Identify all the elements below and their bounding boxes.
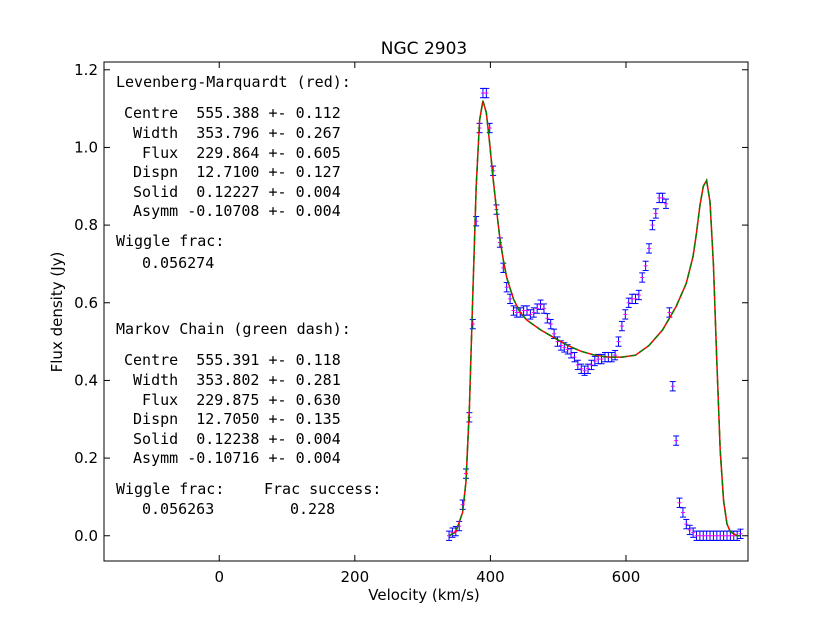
lm-param-row: Flux 229.864 +- 0.605 bbox=[124, 144, 341, 162]
lm-param-row: Width 353.796 +- 0.267 bbox=[124, 124, 341, 142]
y-tick-label: 0.6 bbox=[74, 294, 98, 312]
mc-param-row: Asymm -0.10716 +- 0.004 bbox=[124, 449, 341, 467]
lm-param-row: Centre 555.388 +- 0.112 bbox=[124, 104, 341, 122]
y-tick-label: 0.0 bbox=[74, 527, 98, 545]
lm-param-row: Solid 0.12227 +- 0.004 bbox=[124, 183, 341, 201]
mc-param-row: Flux 229.875 +- 0.630 bbox=[124, 391, 341, 409]
series-line-mc bbox=[448, 100, 741, 537]
x-tick-label: 400 bbox=[476, 568, 505, 586]
lm-header: Levenberg-Marquardt (red): bbox=[116, 73, 351, 91]
lm-wiggle-label: Wiggle frac: bbox=[116, 232, 224, 250]
y-axis-label: Flux density (Jy) bbox=[48, 252, 66, 373]
mc-param-row: Centre 555.391 +- 0.118 bbox=[124, 351, 341, 369]
lm-param-row: Dispn 12.7100 +- 0.127 bbox=[124, 163, 341, 181]
plot-frame bbox=[103, 61, 749, 562]
y-tick-label: 0.4 bbox=[74, 371, 98, 389]
mc-success-value: 0.228 bbox=[290, 500, 335, 518]
y-tick-label: 1.0 bbox=[74, 138, 98, 156]
x-axis-label: Velocity (km/s) bbox=[368, 586, 479, 604]
chart-title: NGC 2903 bbox=[381, 39, 467, 59]
mc-param-row: Solid 0.12238 +- 0.004 bbox=[124, 430, 341, 448]
lm-wiggle-value: 0.056274 bbox=[142, 254, 214, 272]
mc-wiggle-value: 0.056263 bbox=[142, 500, 214, 518]
mc-param-row: Width 353.802 +- 0.281 bbox=[124, 371, 341, 389]
y-tick-label: 0.2 bbox=[74, 449, 98, 467]
mc-header: Markov Chain (green dash): bbox=[116, 320, 351, 338]
mc-success-label: Frac success: bbox=[264, 480, 381, 498]
x-tick-label: 0 bbox=[214, 568, 224, 586]
y-tick-label: 1.2 bbox=[74, 61, 98, 79]
x-tick-label: 600 bbox=[612, 568, 641, 586]
y-tick-label: 0.8 bbox=[74, 216, 98, 234]
mc-param-row: Dispn 12.7050 +- 0.135 bbox=[124, 410, 341, 428]
mc-wiggle-label: Wiggle frac: bbox=[116, 480, 224, 498]
x-tick-label: 200 bbox=[341, 568, 370, 586]
lm-param-row: Asymm -0.10708 +- 0.004 bbox=[124, 202, 341, 220]
